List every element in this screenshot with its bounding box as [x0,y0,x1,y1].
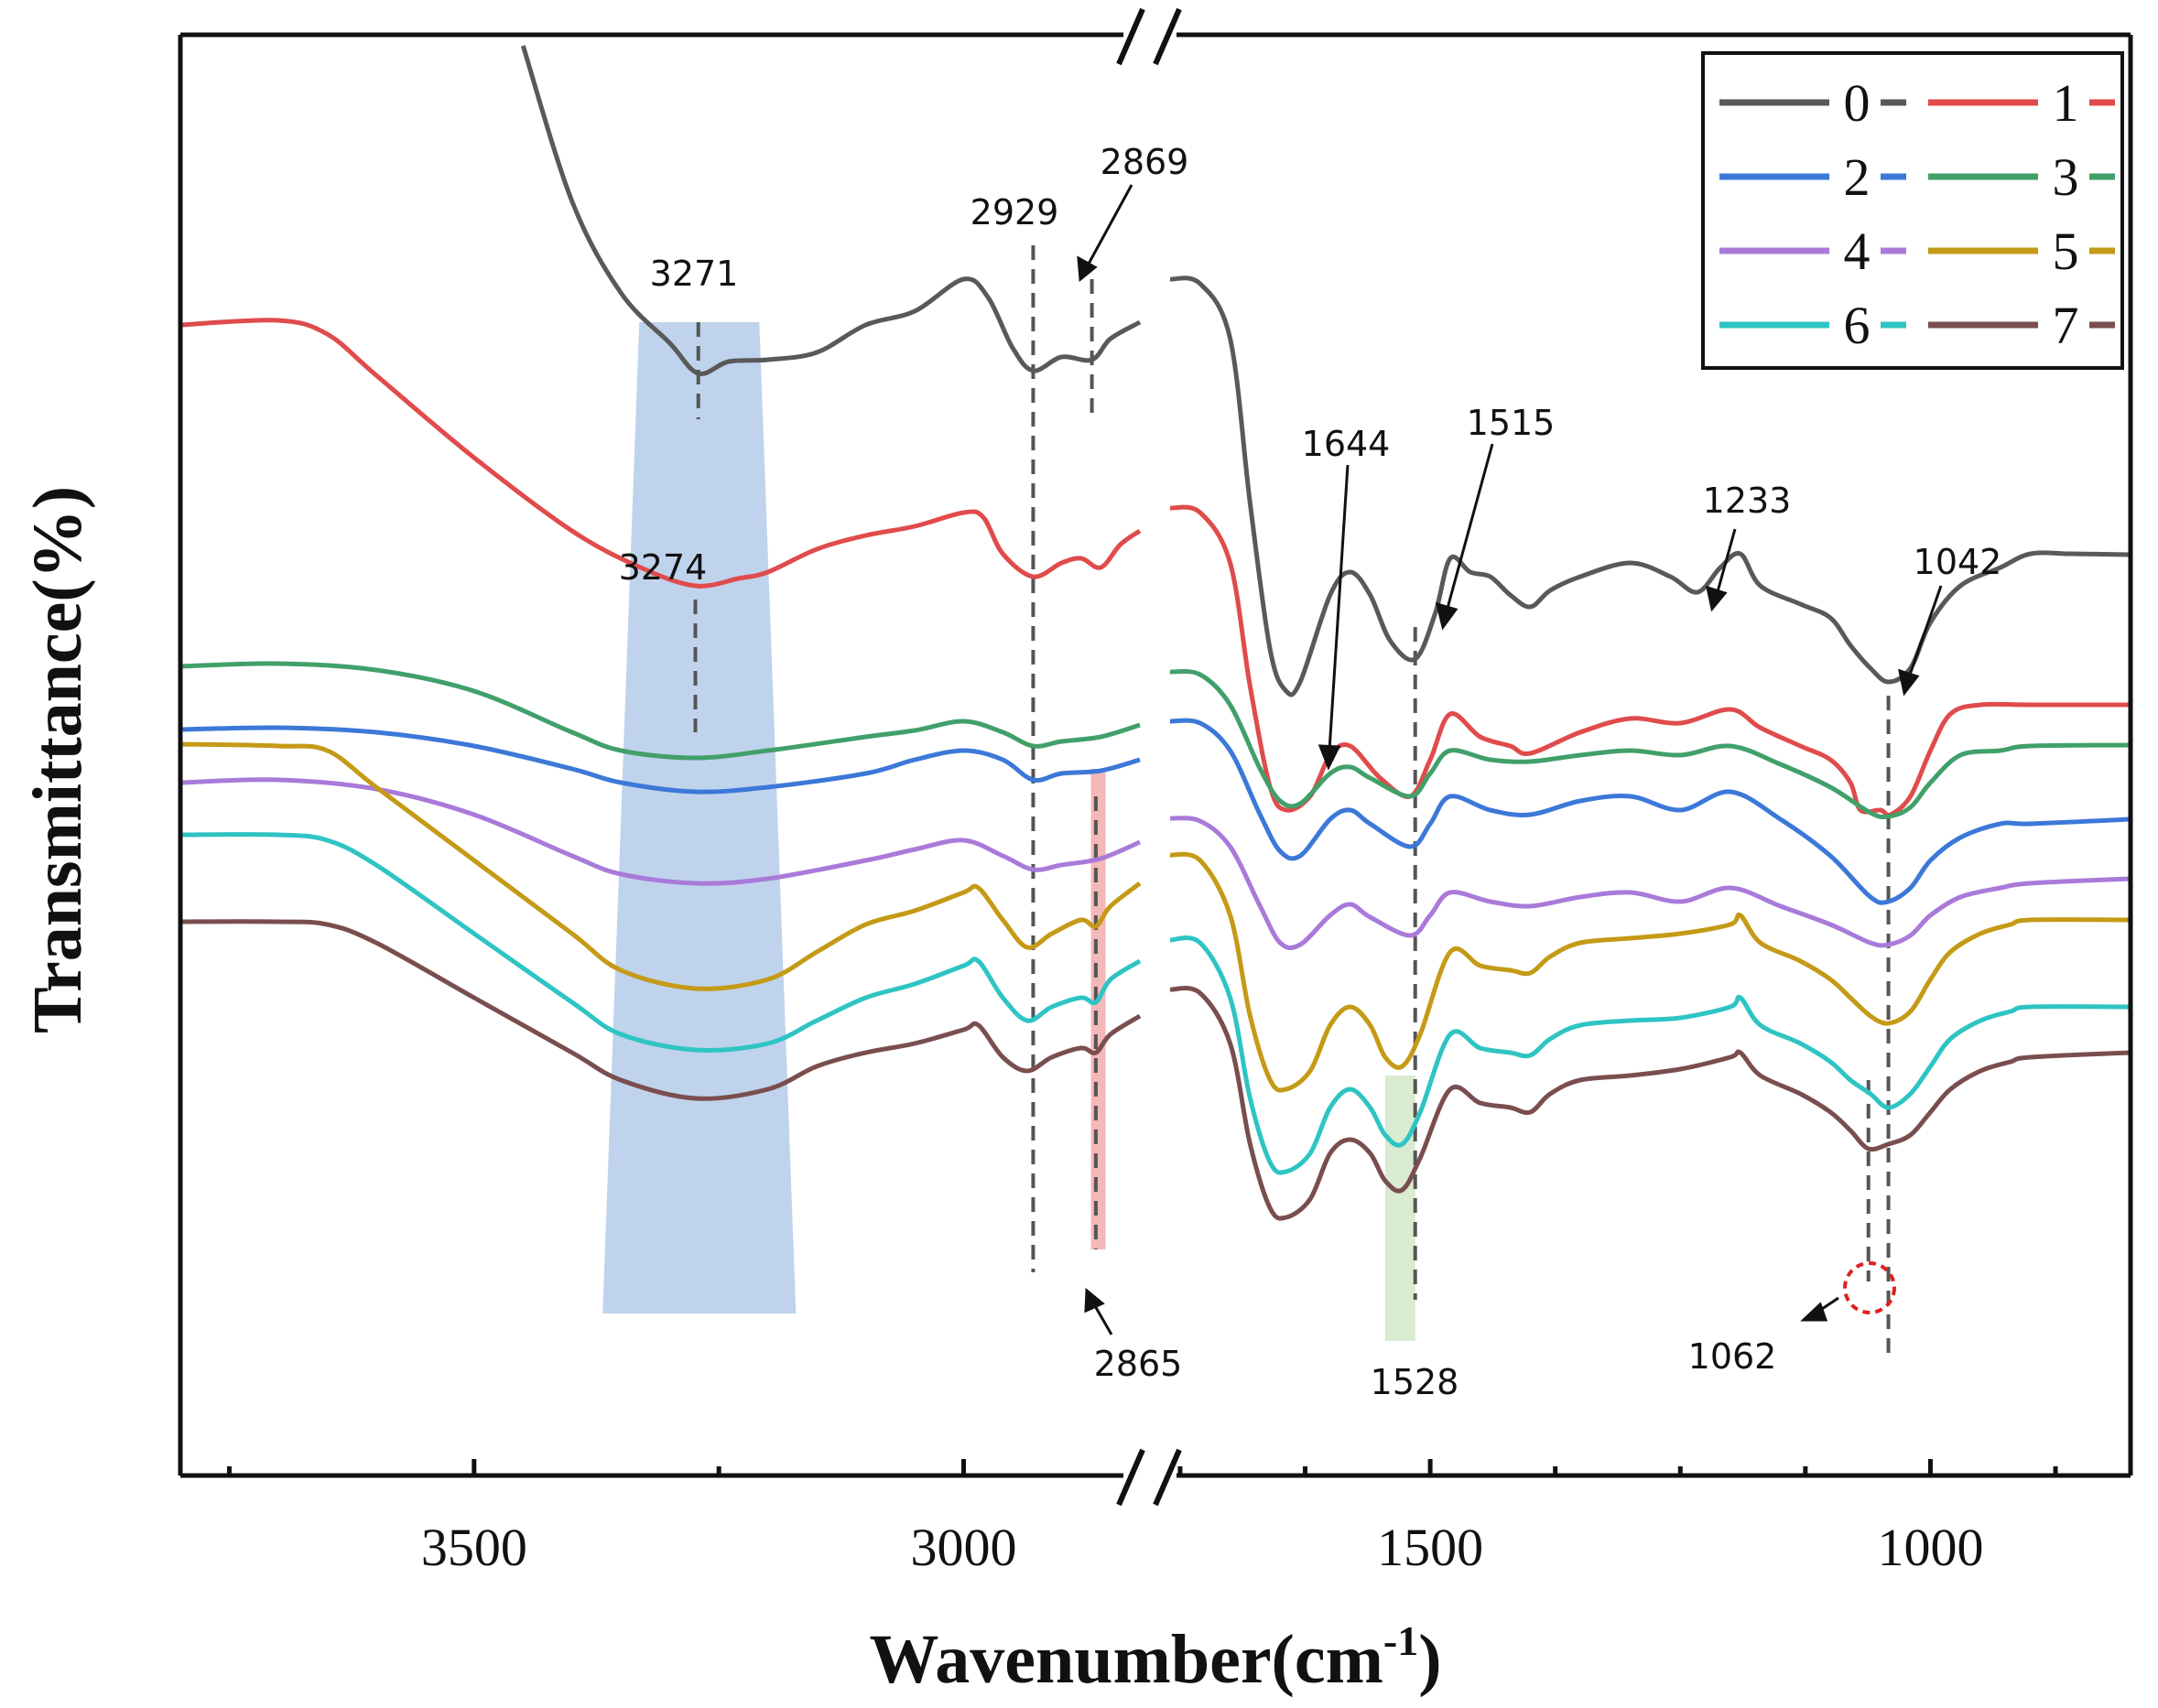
x-axis-title-superscript: -1 [1383,1617,1418,1664]
break-top-2 [1153,7,1182,66]
legend-label-7: 7 [2053,296,2079,355]
series-1-left [179,318,1142,589]
legend-label-6: 6 [1844,296,1871,355]
arrow-1042 [1907,585,1943,678]
legend-label-5: 5 [2053,222,2079,281]
highlight-circle-1062 [1843,1261,1896,1314]
legend-label-1: 1 [2053,73,2079,133]
legend: 0 1 2 3 4 5 6 7 [1701,51,2124,370]
annotation-1515: 1515 [1467,403,1556,443]
annotation-1062: 1062 [1688,1336,1777,1377]
arrow-2869-head [1077,255,1098,282]
peak-annotations: 3271 3274 2929 2869 2865 1644 1515 1233 … [619,142,2002,1402]
arrow-1042-head [1898,668,1920,697]
series-1-right [1169,504,2131,818]
series-6-right [1169,935,2131,1175]
tick-label-3500: 3500 [421,1518,527,1577]
series-3-left [179,661,1141,761]
series-7-right [1169,986,2131,1221]
annotation-2869: 2869 [1101,142,1189,182]
series-4-left [179,777,1141,886]
arrow-2865 [1092,1303,1113,1335]
annotation-1644: 1644 [1302,424,1391,464]
spectra-series [179,45,2131,1221]
x-ticks [226,1459,2058,1476]
series-4-right [1169,816,2131,950]
tick-label-1000: 1000 [1877,1518,1983,1577]
annotation-arrows [1077,184,1943,1335]
break-top-1 [1116,7,1145,66]
legend-label-3: 3 [2053,147,2079,207]
axis-break-marks [1116,7,1182,1507]
x-axis-title-tail: ) [1418,1621,1441,1698]
arrow-2865-head [1084,1287,1105,1313]
band-ch-stretch [1090,769,1106,1249]
series-7-left [179,919,1142,1101]
break-bottom-2 [1153,1448,1182,1507]
arrow-1062-head [1800,1302,1828,1322]
legend-items: 0 1 2 3 4 5 6 7 [1719,73,2115,355]
series-0-left [520,45,1142,376]
x-tick-labels: 3500 3000 1500 1000 [421,1518,1984,1577]
dashed-guides [693,245,1891,1353]
tick-label-3000: 3000 [911,1518,1017,1577]
x-axis-title-main: Wavenumber(cm [869,1621,1383,1698]
tick-label-1500: 1500 [1377,1518,1483,1577]
arrow-1233-head [1705,585,1728,612]
series-5-right [1169,851,2131,1093]
series-5-left [179,741,1142,991]
break-bottom-1 [1116,1448,1145,1507]
axes-frame [178,32,2133,1478]
annotation-1233: 1233 [1703,481,1792,521]
y-axis-title: Transmittance(%) [19,486,96,1033]
arrow-1644 [1328,464,1350,751]
series-3-right [1169,668,2131,820]
arrow-1644-head [1318,744,1341,771]
series-2-left [179,725,1141,795]
annotation-3274: 3274 [619,547,708,588]
annotation-2865: 2865 [1094,1344,1183,1384]
arrow-1515 [1445,443,1494,612]
band-amide-ii [1384,1076,1415,1341]
x-axis-title: Wavenumber(cm-1) [869,1617,1441,1698]
legend-label-0: 0 [1844,73,1871,133]
arrow-1515-head [1435,601,1459,631]
arrow-2869 [1086,184,1133,266]
legend-label-2: 2 [1844,147,1871,207]
annotation-2929: 2929 [971,192,1059,232]
annotation-1042: 1042 [1914,542,2002,582]
annotation-3271: 3271 [650,254,739,294]
legend-label-4: 4 [1844,222,1871,281]
arrow-1233 [1715,528,1737,596]
series-2-right [1169,718,2131,905]
annotation-1528: 1528 [1371,1362,1459,1402]
series-6-left [179,832,1142,1053]
